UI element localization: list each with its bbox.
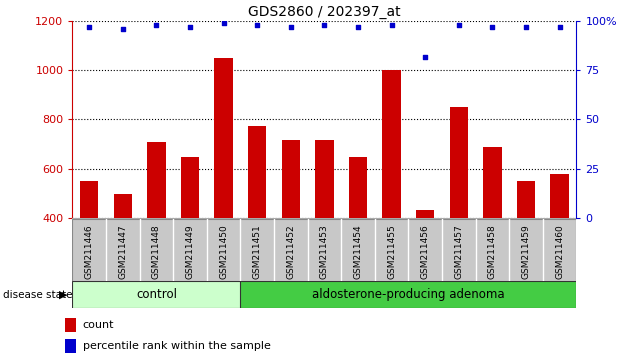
Text: count: count bbox=[83, 320, 114, 330]
Text: control: control bbox=[136, 288, 177, 301]
Point bbox=[387, 22, 397, 28]
Text: GSM211453: GSM211453 bbox=[320, 224, 329, 279]
Text: GSM211459: GSM211459 bbox=[522, 224, 530, 279]
Bar bbox=[80, 181, 98, 218]
Bar bbox=[517, 181, 536, 218]
Bar bbox=[214, 58, 233, 218]
Point bbox=[286, 24, 296, 30]
Point bbox=[118, 26, 128, 32]
Text: aldosterone-producing adenoma: aldosterone-producing adenoma bbox=[312, 288, 505, 301]
Bar bbox=[450, 107, 468, 218]
Title: GDS2860 / 202397_at: GDS2860 / 202397_at bbox=[248, 5, 401, 19]
Point bbox=[219, 21, 229, 26]
Bar bbox=[248, 126, 266, 218]
Bar bbox=[72, 281, 241, 308]
Bar bbox=[416, 210, 435, 218]
Bar bbox=[241, 281, 576, 308]
Bar bbox=[181, 157, 199, 218]
Point bbox=[420, 54, 430, 59]
Point bbox=[554, 24, 564, 30]
Point bbox=[454, 22, 464, 28]
Bar bbox=[551, 174, 569, 218]
Point bbox=[319, 22, 329, 28]
Bar bbox=[349, 157, 367, 218]
Text: GSM211460: GSM211460 bbox=[555, 224, 564, 279]
Point bbox=[151, 22, 161, 28]
Text: GSM211452: GSM211452 bbox=[287, 224, 295, 279]
Point bbox=[252, 22, 262, 28]
Point bbox=[488, 24, 498, 30]
Bar bbox=[65, 339, 76, 353]
Text: ▶: ▶ bbox=[59, 290, 67, 300]
Text: GSM211446: GSM211446 bbox=[85, 224, 94, 279]
Text: GSM211450: GSM211450 bbox=[219, 224, 228, 279]
Text: GSM211457: GSM211457 bbox=[454, 224, 463, 279]
Bar bbox=[147, 142, 166, 218]
Text: GSM211455: GSM211455 bbox=[387, 224, 396, 279]
Bar bbox=[65, 319, 76, 332]
Point bbox=[84, 24, 94, 30]
Text: percentile rank within the sample: percentile rank within the sample bbox=[83, 341, 270, 351]
Bar bbox=[282, 139, 300, 218]
Text: GSM211454: GSM211454 bbox=[353, 224, 362, 279]
Point bbox=[185, 24, 195, 30]
Text: GSM211447: GSM211447 bbox=[118, 224, 127, 279]
Point bbox=[353, 24, 363, 30]
Text: GSM211458: GSM211458 bbox=[488, 224, 497, 279]
Text: GSM211451: GSM211451 bbox=[253, 224, 261, 279]
Text: GSM211449: GSM211449 bbox=[186, 224, 195, 279]
Text: GSM211456: GSM211456 bbox=[421, 224, 430, 279]
Bar bbox=[483, 147, 501, 218]
Bar bbox=[382, 70, 401, 218]
Bar bbox=[113, 194, 132, 218]
Text: disease state: disease state bbox=[3, 290, 72, 300]
Point bbox=[521, 24, 531, 30]
Text: GSM211448: GSM211448 bbox=[152, 224, 161, 279]
Bar bbox=[315, 139, 334, 218]
